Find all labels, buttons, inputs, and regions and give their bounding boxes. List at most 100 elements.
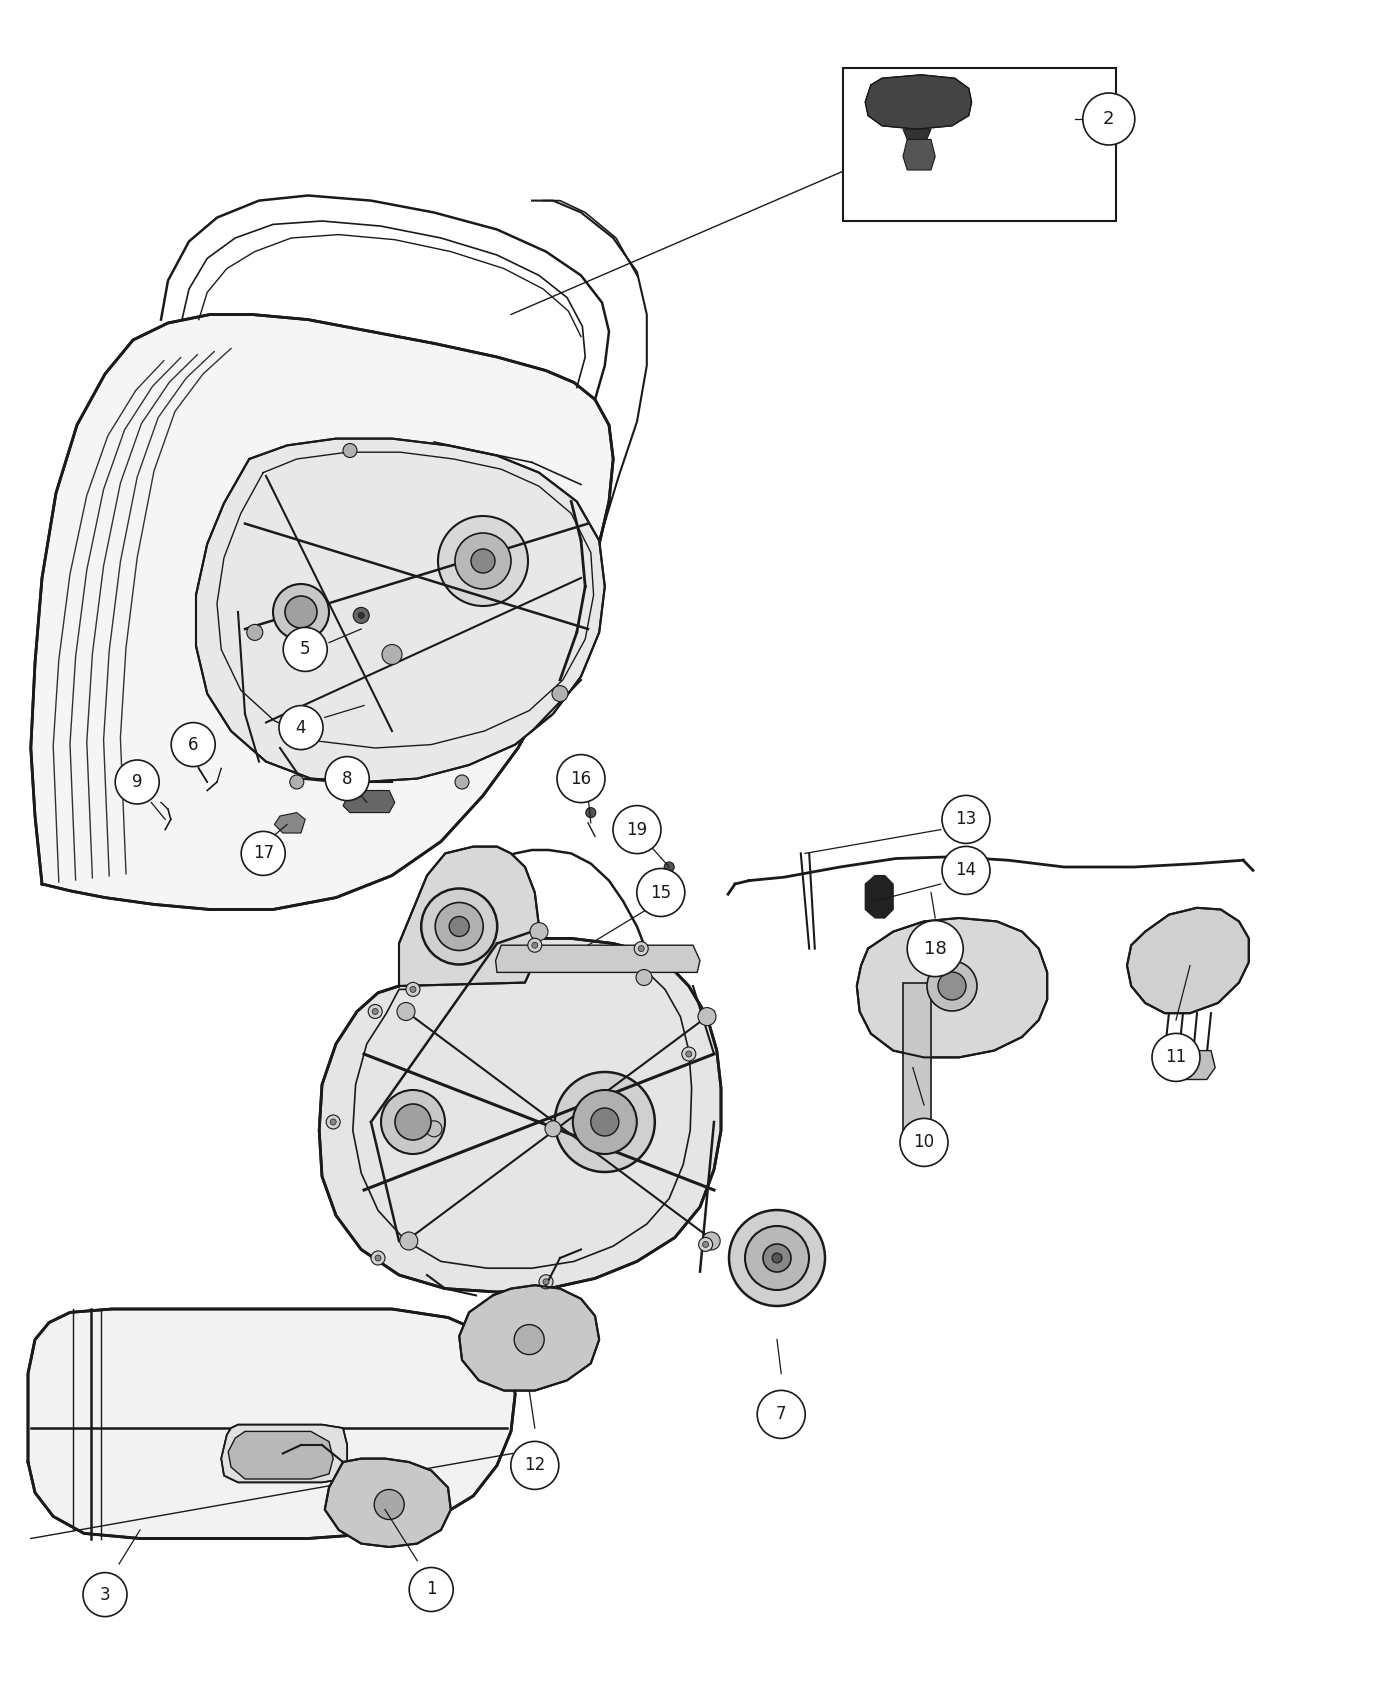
Circle shape	[449, 916, 469, 937]
Circle shape	[613, 806, 661, 853]
Circle shape	[703, 1232, 720, 1250]
Circle shape	[543, 1278, 549, 1285]
Text: 5: 5	[300, 641, 311, 658]
Circle shape	[771, 1253, 783, 1263]
Circle shape	[699, 1238, 713, 1251]
Circle shape	[729, 1210, 825, 1306]
Circle shape	[371, 1251, 385, 1265]
Circle shape	[455, 534, 511, 588]
Text: 4: 4	[295, 719, 307, 736]
Text: 11: 11	[1165, 1049, 1187, 1066]
Text: 19: 19	[626, 821, 648, 838]
Circle shape	[171, 722, 216, 767]
Circle shape	[573, 1090, 637, 1154]
Circle shape	[539, 1275, 553, 1289]
Polygon shape	[903, 139, 935, 170]
Text: 2: 2	[1103, 110, 1114, 128]
Circle shape	[907, 921, 963, 976]
Text: 13: 13	[955, 811, 977, 828]
Circle shape	[406, 983, 420, 996]
Circle shape	[1152, 1034, 1200, 1081]
Circle shape	[279, 706, 323, 750]
Circle shape	[83, 1572, 127, 1617]
Circle shape	[421, 889, 497, 964]
Circle shape	[375, 1255, 381, 1261]
Circle shape	[381, 1090, 445, 1154]
Circle shape	[326, 1115, 340, 1129]
Circle shape	[942, 796, 990, 843]
Polygon shape	[196, 439, 605, 782]
Circle shape	[686, 1051, 692, 1057]
Circle shape	[763, 1244, 791, 1272]
Text: 9: 9	[132, 774, 143, 790]
Text: 12: 12	[524, 1457, 546, 1474]
Circle shape	[552, 685, 568, 702]
Circle shape	[290, 775, 304, 789]
Circle shape	[554, 1073, 655, 1171]
Circle shape	[374, 1489, 405, 1520]
Polygon shape	[221, 1425, 347, 1482]
Circle shape	[325, 756, 370, 801]
Bar	[903, 983, 931, 1153]
Circle shape	[455, 775, 469, 789]
Polygon shape	[228, 1431, 333, 1479]
Circle shape	[382, 644, 402, 665]
Polygon shape	[343, 790, 395, 813]
Circle shape	[511, 1442, 559, 1489]
Polygon shape	[865, 876, 893, 918]
Circle shape	[942, 847, 990, 894]
Circle shape	[636, 969, 652, 986]
Bar	[843, 68, 1116, 221]
Circle shape	[745, 1226, 809, 1290]
Polygon shape	[1159, 1051, 1215, 1080]
Polygon shape	[865, 75, 972, 129]
Text: 10: 10	[913, 1134, 935, 1151]
Circle shape	[528, 938, 542, 952]
Polygon shape	[325, 1459, 451, 1547]
Circle shape	[514, 1324, 545, 1355]
Circle shape	[532, 942, 538, 949]
Circle shape	[358, 612, 364, 619]
Circle shape	[398, 1003, 414, 1020]
Circle shape	[664, 862, 675, 872]
Circle shape	[557, 755, 605, 802]
Circle shape	[637, 869, 685, 916]
Circle shape	[395, 1103, 431, 1141]
Text: 15: 15	[650, 884, 672, 901]
Polygon shape	[857, 918, 1047, 1057]
Circle shape	[703, 1241, 708, 1248]
Circle shape	[531, 923, 547, 940]
Circle shape	[927, 960, 977, 1011]
Circle shape	[757, 1391, 805, 1438]
Circle shape	[682, 1047, 696, 1061]
Text: 7: 7	[776, 1406, 787, 1423]
Circle shape	[410, 986, 416, 993]
Circle shape	[286, 597, 316, 627]
Circle shape	[330, 1119, 336, 1125]
Circle shape	[1082, 94, 1135, 144]
Circle shape	[273, 585, 329, 639]
Circle shape	[353, 607, 370, 624]
Circle shape	[585, 808, 596, 818]
Circle shape	[634, 942, 648, 955]
Circle shape	[246, 624, 263, 641]
Polygon shape	[459, 1285, 599, 1391]
Circle shape	[115, 760, 160, 804]
Polygon shape	[1127, 908, 1249, 1013]
Circle shape	[438, 517, 528, 605]
Circle shape	[409, 1567, 454, 1612]
Circle shape	[426, 1120, 442, 1137]
Polygon shape	[319, 938, 721, 1292]
Text: 16: 16	[570, 770, 592, 787]
Circle shape	[470, 549, 496, 573]
Polygon shape	[274, 813, 305, 833]
Circle shape	[372, 1008, 378, 1015]
Circle shape	[435, 903, 483, 950]
Text: 1: 1	[426, 1581, 437, 1598]
Circle shape	[699, 1008, 715, 1025]
Text: 14: 14	[955, 862, 977, 879]
Polygon shape	[28, 1309, 515, 1538]
Text: 8: 8	[342, 770, 353, 787]
Circle shape	[938, 972, 966, 1000]
Text: 3: 3	[99, 1586, 111, 1603]
